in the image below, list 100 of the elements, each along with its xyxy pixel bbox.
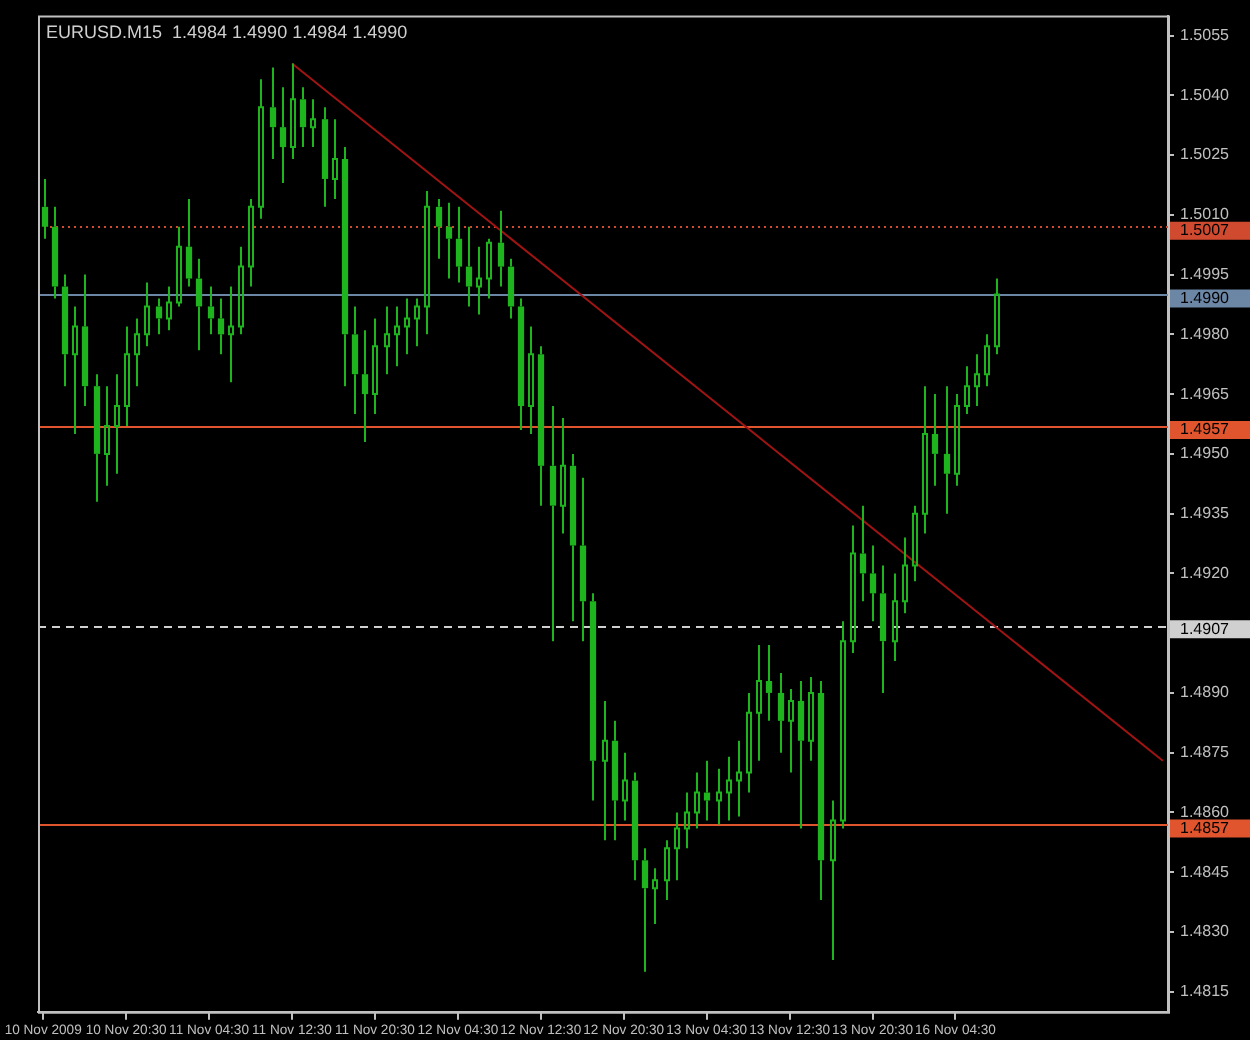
candlestick [808,676,814,762]
candlestick [611,719,619,842]
y-tick-label: 1.4950 [1180,444,1231,463]
candlestick [528,325,534,435]
candlestick [912,504,918,583]
candlestick [931,393,939,487]
candlestick [104,385,110,487]
y-tick-label: 1.4995 [1180,264,1231,283]
candlestick [424,189,430,336]
candlestick [892,572,898,663]
candlestick [994,277,1000,356]
candlestick [579,476,587,643]
candlestick [631,771,639,882]
candlestick [922,385,928,535]
candlestick [765,644,773,722]
candlestick [332,118,338,200]
candlestick [455,205,463,284]
candlestick [537,345,545,507]
candlestick [974,353,980,408]
candlestick [736,739,742,818]
candlestick [176,225,182,308]
candlestick [703,759,711,822]
candlestick [279,86,287,184]
candlestick [664,839,670,902]
candlestick [830,799,836,961]
candlestick [777,672,785,754]
y-tick-label: 1.4860 [1180,802,1231,821]
candlestick [652,867,658,926]
candlestick [144,281,150,348]
y-tick-label: 1.4920 [1180,563,1231,582]
candlestick [943,385,951,515]
candlestick [361,329,369,443]
candlestick [726,755,732,822]
candlestick [351,305,359,416]
candlestick [879,564,887,694]
candlestick [51,205,59,300]
candlestick [341,146,349,388]
candlestick [641,847,649,973]
ref-line-label: 1.4857 [1180,818,1231,837]
candlestick [549,405,557,643]
y-tick-label: 1.4935 [1180,504,1231,523]
candlestick [394,305,400,368]
y-tick-label: 1.5040 [1180,85,1231,104]
candlestick [869,544,877,623]
ref-line-label: 1.4957 [1180,420,1231,439]
ref-line-label: 1.4907 [1180,619,1231,638]
candlestick [964,365,970,416]
candlestick [195,257,203,352]
candlestick [486,237,492,300]
candlestick [372,317,378,416]
candlestick [716,767,722,826]
chart-title: EURUSD.M15 1.4984 1.4990 1.4984 1.4990 [46,21,408,42]
candlestick [756,644,762,762]
candlestick [859,504,867,603]
candlestick [445,201,453,280]
candlestick [134,317,140,388]
candlestick [290,62,296,161]
y-tick-label: 1.4845 [1180,862,1231,881]
candlestick [299,86,307,149]
candlestick [41,177,49,240]
candlestick [269,66,277,161]
candlestick [476,245,482,316]
y-tick-label: 1.4875 [1180,743,1231,762]
y-tick-label: 1.5025 [1180,145,1231,164]
candlestick [517,297,525,431]
candlestick [248,197,254,288]
candlestick [507,257,515,320]
candlestick [602,699,608,842]
y-tick-label: 1.4815 [1180,982,1231,1001]
ref-line-label: 1.4990 [1180,288,1231,307]
candlestick [258,78,264,220]
candlestick [589,592,597,802]
y-tick-label: 1.4965 [1180,384,1231,403]
candlestick [124,325,130,427]
y-tick-label: 1.4980 [1180,324,1231,343]
candlestick [93,373,101,503]
candlestick [954,393,960,487]
candlestick [238,245,244,336]
candlestick [788,687,794,774]
candlestick [902,536,908,615]
candlestick [404,297,410,356]
candlestick [61,273,69,388]
candlestick [560,417,566,535]
candlestick [569,452,577,623]
candlestick [850,524,856,655]
candlestick [984,333,990,388]
candlestick [185,197,193,288]
candlestick [166,285,172,332]
candlestick [207,285,215,336]
y-tick-label: 1.4830 [1180,922,1231,941]
candlestick [840,620,846,830]
y-tick-label: 1.4890 [1180,683,1231,702]
candlestick [217,297,225,356]
candlestick [414,297,420,348]
candlestick [321,106,329,208]
candlestick [72,305,78,435]
candlestick [817,679,825,902]
candlestick [674,811,680,882]
candlestick [384,305,390,376]
candlestick [228,285,234,384]
